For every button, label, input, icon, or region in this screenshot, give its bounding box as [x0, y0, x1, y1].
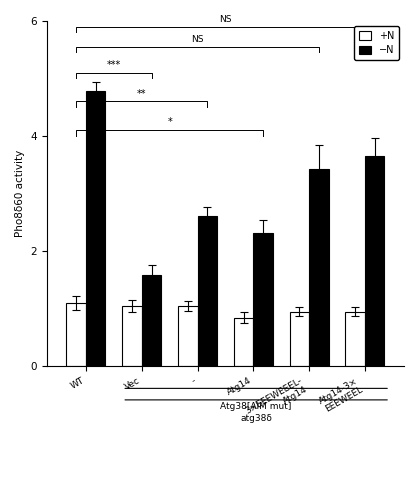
- Bar: [290, 312, 309, 366]
- Bar: [67, 303, 86, 366]
- Text: NS: NS: [191, 35, 204, 44]
- Bar: [86, 91, 106, 366]
- Bar: [178, 306, 197, 366]
- Y-axis label: Pho8δ60 activity: Pho8δ60 activity: [15, 150, 25, 238]
- Legend: +N, −N: +N, −N: [354, 26, 399, 60]
- Bar: [309, 170, 328, 366]
- Text: **: **: [137, 88, 147, 99]
- Bar: [234, 318, 253, 366]
- Bar: [253, 233, 273, 366]
- Bar: [122, 306, 142, 366]
- Text: NS: NS: [219, 14, 232, 24]
- Text: ***: ***: [107, 60, 121, 70]
- Text: *: *: [167, 118, 172, 128]
- Bar: [365, 156, 385, 366]
- Bar: [197, 216, 217, 366]
- Text: atg38δ: atg38δ: [240, 414, 272, 422]
- Bar: [142, 276, 161, 366]
- Text: Atg38[AIM mut]: Atg38[AIM mut]: [220, 402, 292, 411]
- Bar: [345, 312, 365, 366]
